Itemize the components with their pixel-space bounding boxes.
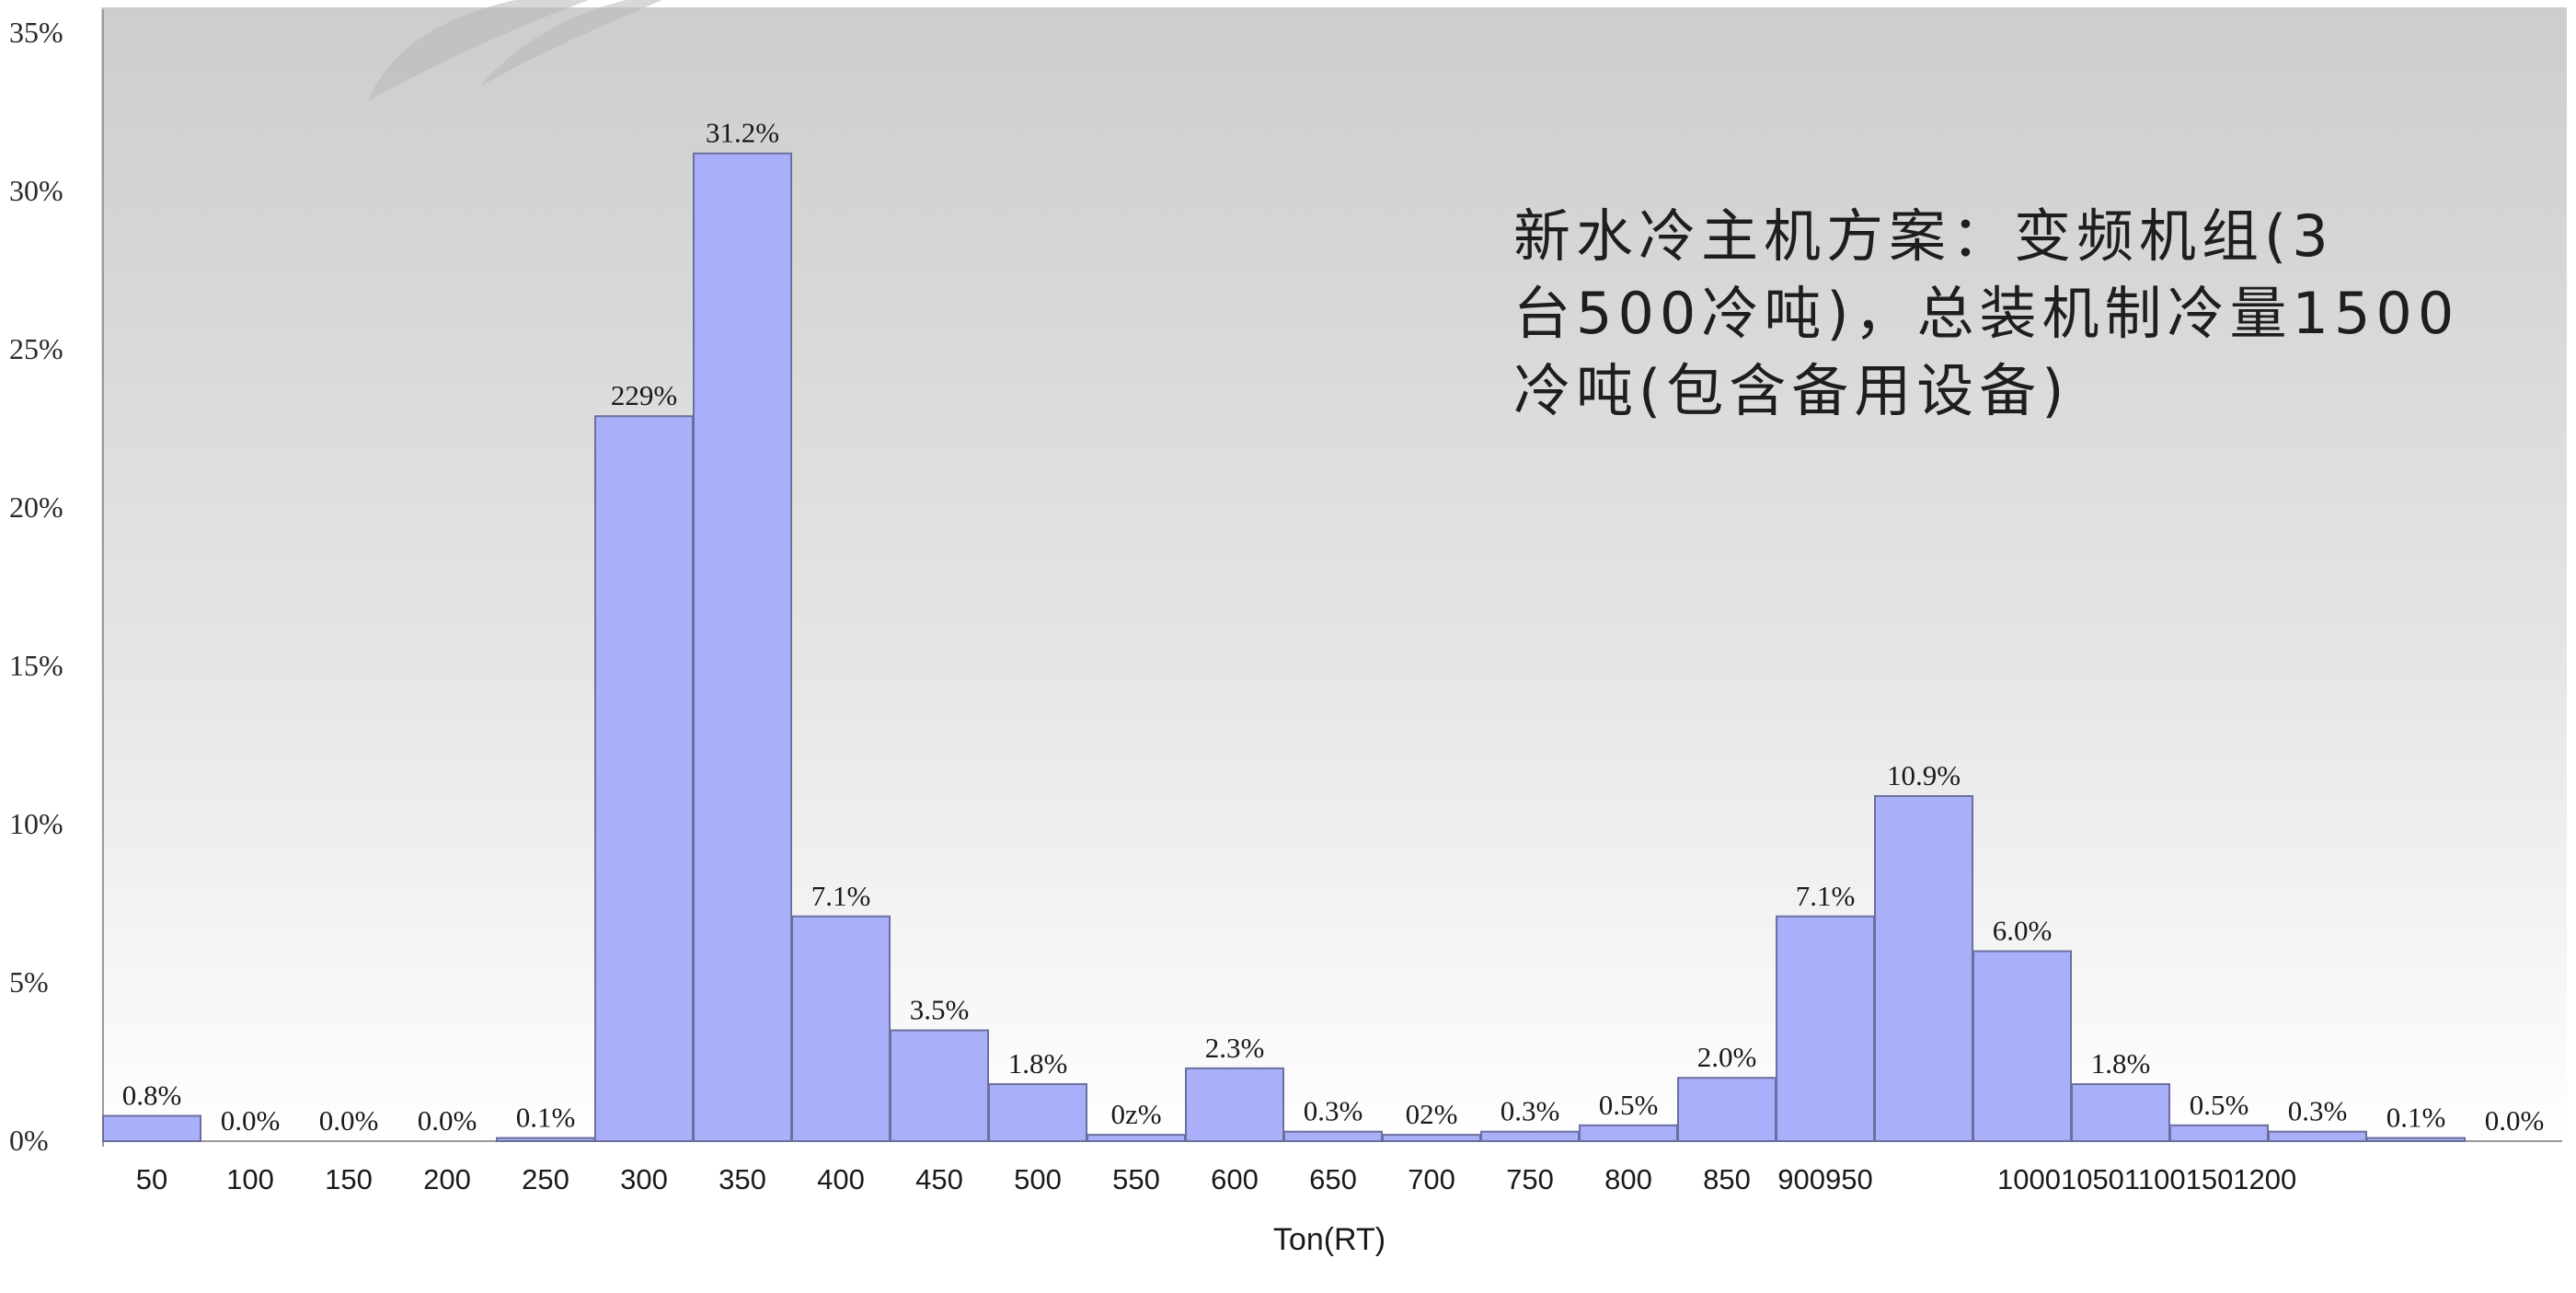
data-label-550: 0z% <box>1110 1098 1161 1130</box>
y-tick-label: 25% <box>9 332 63 365</box>
bar-950 <box>1874 795 1973 1142</box>
data-label-650: 0.3% <box>1304 1095 1363 1127</box>
y-tick-label: 20% <box>9 491 63 524</box>
data-label-50: 0.8% <box>122 1079 182 1111</box>
x-tick-label: 300 <box>620 1163 668 1195</box>
bar-450 <box>890 1029 989 1142</box>
data-label-750: 0.3% <box>1501 1095 1560 1127</box>
data-label-400: 7.1% <box>811 880 871 912</box>
y-tick-label: 10% <box>9 807 63 840</box>
bar-400 <box>791 915 891 1143</box>
bar-550 <box>1087 1134 1186 1142</box>
data-label-850: 2.0% <box>1697 1041 1757 1073</box>
data-label-1000: 6.0% <box>1993 915 2053 947</box>
data-label-200: 0.0% <box>418 1104 477 1137</box>
bar-650 <box>1283 1130 1383 1143</box>
data-label-350: 31.2% <box>706 117 779 149</box>
x-tick-label: 800 <box>1604 1163 1652 1195</box>
data-label-1250: 0.0% <box>2485 1104 2545 1137</box>
data-label-150: 0.0% <box>319 1104 379 1137</box>
y-tick-label: 35% <box>9 16 63 49</box>
x-tick-label: 650 <box>1309 1163 1357 1195</box>
bar-300 <box>594 415 694 1142</box>
data-label-1100: 0.5% <box>2190 1089 2249 1121</box>
bar-1050 <box>2071 1083 2170 1142</box>
watermark-logo <box>368 0 662 101</box>
bar-1000 <box>1972 950 2072 1142</box>
bar-1200 <box>2366 1137 2466 1143</box>
bar-1150 <box>2268 1130 2367 1143</box>
bar-600 <box>1185 1067 1284 1143</box>
x-tick-label: 150 <box>325 1163 373 1195</box>
bar-250 <box>496 1137 595 1143</box>
bar-800 <box>1579 1124 1678 1143</box>
data-label-100: 0.0% <box>221 1104 281 1137</box>
data-label-500: 1.8% <box>1008 1047 1068 1079</box>
x-tick-label: 550 <box>1112 1163 1160 1195</box>
bars-group <box>102 152 2466 1143</box>
x-tick-labels-group: 50 100 150 200 250 300 350 400 450 500 550 600 650 70… <box>136 1163 2297 1195</box>
y-tick-label: 5% <box>9 965 49 999</box>
data-label-1050: 1.8% <box>2091 1047 2151 1079</box>
data-label-250: 0.1% <box>516 1102 576 1134</box>
chart-annotation: 新水冷主机方案：变频机组(3 台500冷吨)，总装机制冷量1500 冷吨(包含备… <box>1513 202 2460 424</box>
data-label-700: 02% <box>1406 1098 1458 1130</box>
x-axis-title: Ton(RT) <box>1273 1222 1386 1257</box>
x-tick-label: 750 <box>1506 1163 1554 1195</box>
x-tick-label: 900950 <box>1777 1163 1872 1195</box>
x-tick-label: 200 <box>423 1163 471 1195</box>
data-label-600: 2.3% <box>1205 1032 1265 1064</box>
data-label-950: 10.9% <box>1887 759 1961 791</box>
x-tick-label: 50 <box>136 1163 167 1195</box>
data-labels-group: 0.8% 0.0% 0.0% 0.0% 0.1% 229% 31.2% 7.1% 3.5% 1.8… <box>122 117 2545 1137</box>
y-tick-label: 15% <box>9 649 63 682</box>
x-tick-label: 350 <box>719 1163 766 1195</box>
y-tick-label: 30% <box>9 174 63 207</box>
bar-700 <box>1382 1134 1481 1142</box>
x-tick-label: 400 <box>817 1163 865 1195</box>
data-label-800: 0.5% <box>1599 1089 1659 1121</box>
y-tick-labels-group: 0% 5% 10% 15% 20% 25% 30% 35% <box>9 16 63 1157</box>
data-label-1200: 0.1% <box>2386 1102 2446 1134</box>
bar-750 <box>1480 1130 1580 1143</box>
bar-350 <box>693 152 792 1143</box>
bar-900 <box>1776 915 1875 1143</box>
x-tick-label: 250 <box>522 1163 569 1195</box>
x-tick-label: 500 <box>1014 1163 1062 1195</box>
x-tick-label: 100 <box>226 1163 274 1195</box>
data-label-900: 7.1% <box>1796 880 1856 912</box>
x-tick-label: 450 <box>915 1163 963 1195</box>
data-label-1150: 0.3% <box>2288 1095 2348 1127</box>
plot-background <box>101 7 2567 1147</box>
x-tick-label: 700 <box>1408 1163 1455 1195</box>
y-tick-label: 0% <box>9 1124 49 1157</box>
bar-50 <box>102 1114 201 1142</box>
bar-1100 <box>2169 1124 2269 1143</box>
x-tick-label: 600 <box>1211 1163 1259 1195</box>
data-label-450: 3.5% <box>910 994 970 1026</box>
x-tick-label: 1000105011001501200 <box>1997 1163 2296 1195</box>
x-tick-label: 850 <box>1703 1163 1751 1195</box>
bar-850 <box>1677 1077 1777 1142</box>
bar-500 <box>988 1083 1087 1142</box>
data-label-300: 229% <box>611 379 677 411</box>
